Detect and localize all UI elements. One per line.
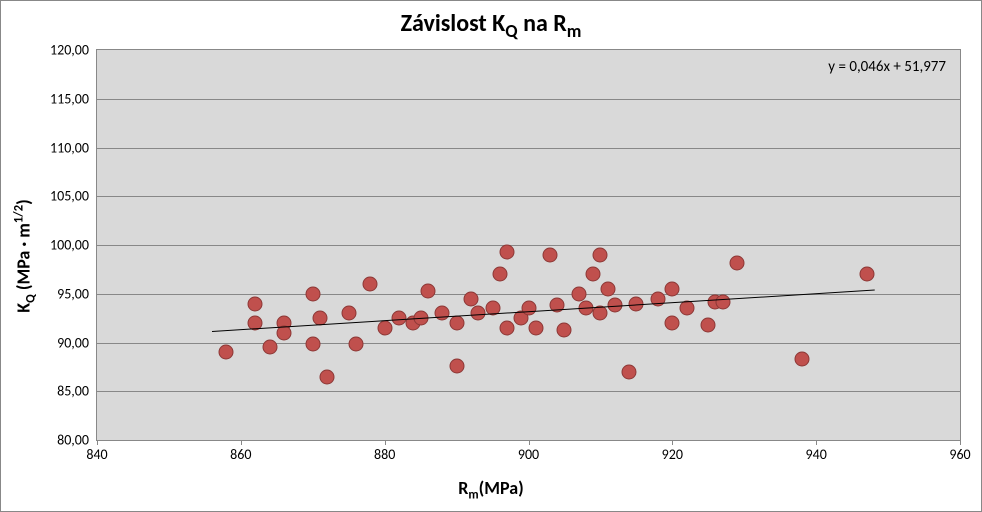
scatter-point <box>377 320 392 335</box>
scatter-point <box>557 322 572 337</box>
scatter-point <box>219 345 234 360</box>
y-tick-label: 110,00 <box>50 139 97 156</box>
scatter-point <box>665 316 680 331</box>
x-tick-label: 940 <box>806 440 827 463</box>
scatter-point <box>320 369 335 384</box>
x-tick-label: 960 <box>949 440 970 463</box>
x-tick-label: 860 <box>230 440 251 463</box>
x-tick-label: 920 <box>662 440 683 463</box>
scatter-point <box>363 277 378 292</box>
y-tick-label: 120,00 <box>50 42 97 59</box>
scatter-point <box>521 301 536 316</box>
plot-area: y = 0,046x + 51,977 80,0085,0090,0095,00… <box>96 49 961 441</box>
y-tick-label: 100,00 <box>50 237 97 254</box>
scatter-point <box>586 267 601 282</box>
x-tick-label: 880 <box>374 440 395 463</box>
y-tick-label: 105,00 <box>50 188 97 205</box>
gridline-h <box>97 343 960 344</box>
chart-title: Závislost KQ na Rm <box>1 1 981 46</box>
scatter-point <box>262 340 277 355</box>
scatter-point <box>449 358 464 373</box>
scatter-point <box>435 306 450 321</box>
scatter-point <box>449 316 464 331</box>
scatter-point <box>679 301 694 316</box>
scatter-point <box>499 244 514 259</box>
scatter-point <box>571 286 586 301</box>
scatter-point <box>499 320 514 335</box>
gridline-h <box>97 196 960 197</box>
scatter-point <box>248 296 263 311</box>
gridline-h <box>97 245 960 246</box>
scatter-point <box>730 255 745 270</box>
x-tick-label: 840 <box>86 440 107 463</box>
chart-container: Závislost KQ na Rm KQ (MPa · m1/2) y = 0… <box>0 0 982 512</box>
scatter-point <box>341 306 356 321</box>
gridline-h <box>97 294 960 295</box>
scatter-point <box>492 267 507 282</box>
scatter-point <box>715 294 730 309</box>
scatter-point <box>420 283 435 298</box>
y-tick-label: 90,00 <box>57 334 97 351</box>
y-tick-label: 85,00 <box>57 383 97 400</box>
scatter-point <box>528 320 543 335</box>
y-tick-label: 95,00 <box>57 285 97 302</box>
scatter-point <box>593 247 608 262</box>
gridline-h <box>97 99 960 100</box>
y-tick-label: 115,00 <box>50 90 97 107</box>
x-axis-label: Rm(MPa) <box>458 477 523 503</box>
scatter-point <box>622 364 637 379</box>
gridline-h <box>97 148 960 149</box>
scatter-point <box>600 281 615 296</box>
scatter-point <box>794 352 809 367</box>
scatter-point <box>305 286 320 301</box>
scatter-point <box>305 337 320 352</box>
y-axis-label: KQ (MPa · m1/2) <box>12 199 39 312</box>
scatter-point <box>463 291 478 306</box>
scatter-point <box>701 317 716 332</box>
gridline-h <box>97 391 960 392</box>
trendline-equation: y = 0,046x + 51,977 <box>828 58 946 76</box>
scatter-point <box>859 267 874 282</box>
scatter-point <box>543 247 558 262</box>
x-tick-label: 900 <box>518 440 539 463</box>
scatter-point <box>348 337 363 352</box>
scatter-point <box>665 281 680 296</box>
